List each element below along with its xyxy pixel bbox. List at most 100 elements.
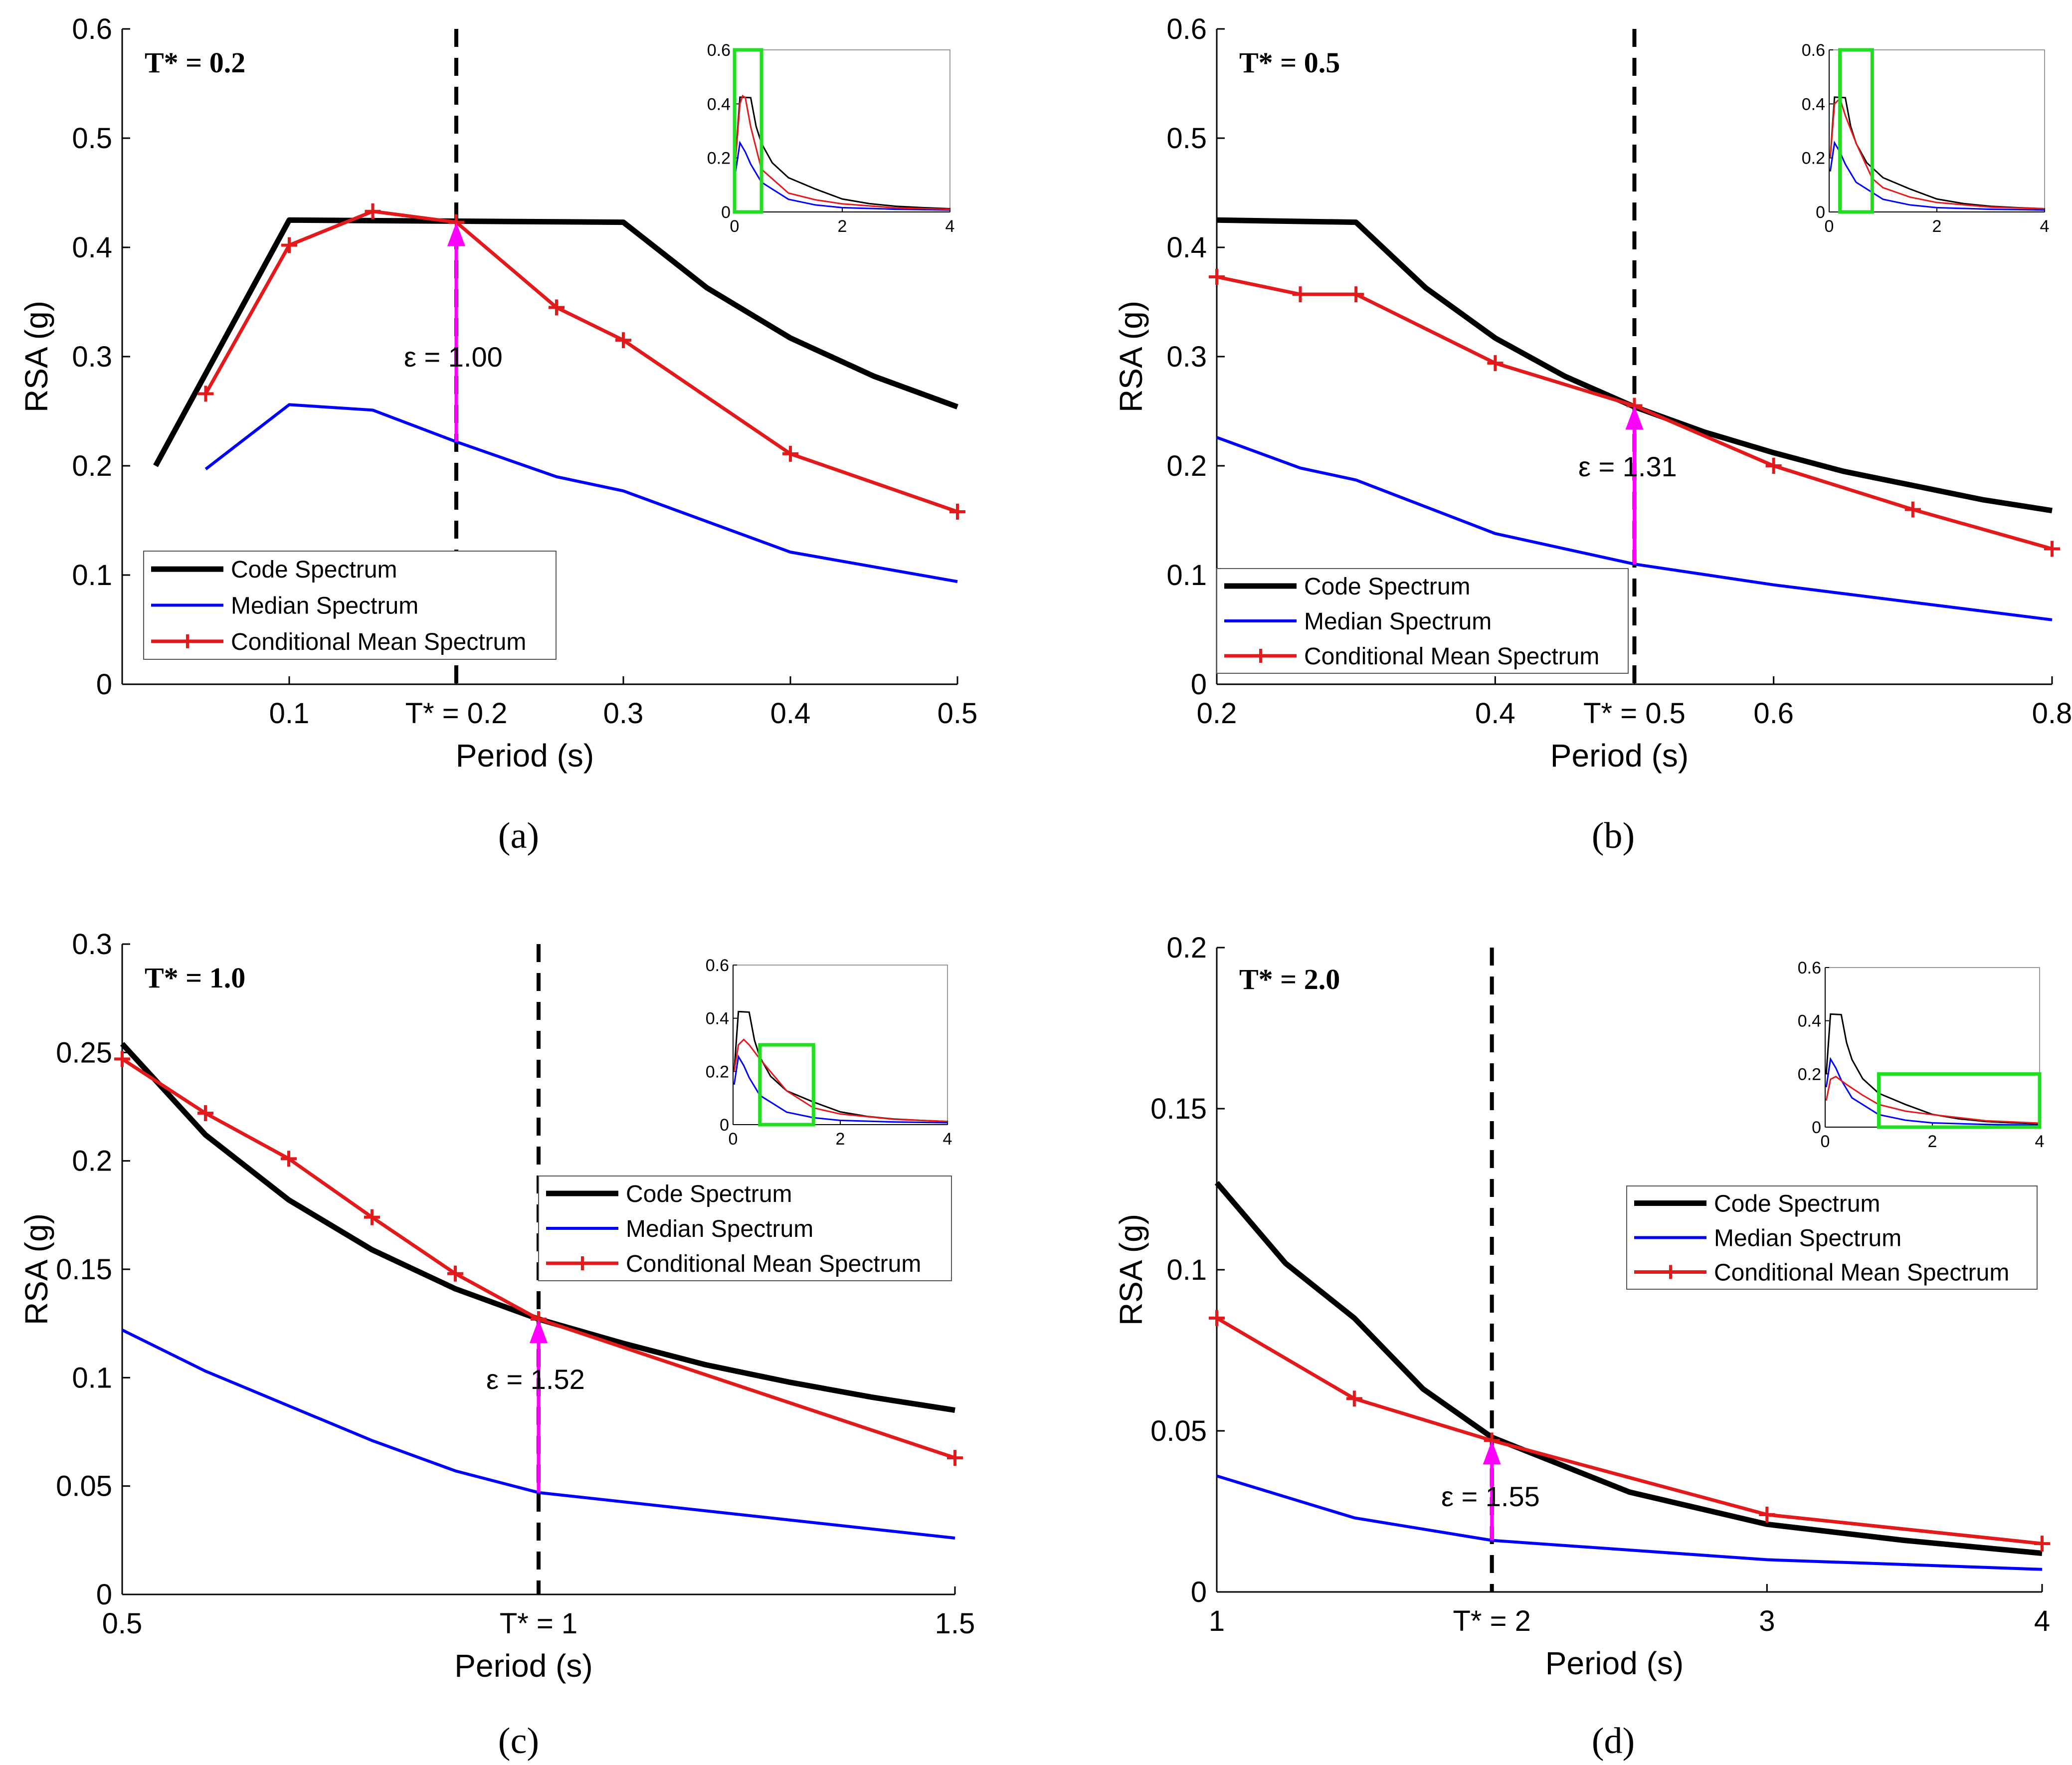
series-line-median [121,1329,955,1540]
cms-marker [947,1450,963,1466]
inset-line-median [735,140,950,211]
series-line-median [204,403,958,584]
x-tick-label: 1 [1209,1605,1225,1637]
cms-marker [2034,1536,2050,1552]
inset-x-tick-label: 0 [1825,217,1834,236]
epsilon-label-b: ε = 1.31 [1578,451,1677,482]
cms-marker [114,1051,130,1067]
panel-b: 0 0.1 0.2 0.3 0.4 0.5 0.6 0.2 0.4 T* = 0.5 0.6 0.8 P… [1113,13,2072,856]
x-tick-label: 1.5 [935,1607,975,1640]
inset-frame [1825,967,2040,1128]
cms-marker [1487,355,1504,372]
inset-y-tick-label: 0.4 [706,1009,729,1028]
y-tick-label: 0.4 [72,231,112,264]
panel-a: 0 0.1 0.2 0.3 0.4 0.5 0.6 0.1 T* = 0.2 0.3 0.4 0.5 P… [18,13,977,856]
cms-marker [197,1105,213,1122]
legend-entry: Code Spectrum [1304,574,1471,600]
x-tick-label: 0.6 [1753,697,1794,730]
y-tick-label: 0.3 [72,341,112,373]
y-tick-label: 0.25 [56,1036,112,1069]
plot-area-c: 0 0.05 0.1 0.15 0.2 0.25 0.3 0.5 T* = 1 1.5 Period… [18,928,975,1684]
inset-plot: 0 0.2 0.4 0.6 0 2 4 [1802,41,2050,236]
inset-x-tick-label: 4 [943,1130,952,1149]
inset-y-tick-label: 0.6 [706,956,729,975]
y-tick-label: 0.15 [56,1253,112,1286]
x-axis-label: Period (s) [1550,738,1689,774]
cms-marker [1759,1506,1775,1523]
x-tick-label: 0.8 [2032,697,2072,730]
legend-entry: Median Spectrum [626,1216,813,1242]
y-tick-label: 0.1 [72,559,112,591]
y-tick-label: 0.05 [1150,1415,1207,1447]
inset-line-code [1829,96,2045,209]
panel-d: 0 0.05 0.1 0.15 0.2 1 T* = 2 3 4 Period (s) RSA (g… [1113,932,2050,1762]
x-tick-label: T* = 0.2 [405,697,508,730]
inset-x-tick-label: 0 [729,1130,738,1149]
epsilon-label-d: ε = 1.55 [1441,1481,1540,1512]
panel-label-c: (c) [498,1721,539,1762]
epsilon-arrow-head [1483,1440,1501,1465]
inset-plot: 0 0.2 0.4 0.6 0 2 4 [1798,959,2045,1151]
cms-marker [1292,286,1309,303]
inset-x-tick-label: 0 [1821,1132,1830,1151]
inset-x-tick-label: 4 [2040,217,2050,236]
y-tick-label: 0.1 [1166,559,1207,591]
inset-x-tick-label: 0 [730,217,740,236]
y-tick-label: 0 [96,1578,112,1611]
inset-highlight-box [733,48,763,214]
y-tick-label: 0.3 [72,928,112,961]
y-axis-label: RSA (g) [18,1213,54,1325]
cms-marker [615,332,631,349]
inset-y-tick-label: 0 [1812,1118,1821,1137]
y-tick-label: 0.5 [1166,122,1207,155]
y-tick-label: 0 [1191,1576,1207,1608]
plot-area-b: 0 0.1 0.2 0.3 0.4 0.5 0.6 0.2 0.4 T* = 0.5 0.6 0.8 P… [1113,13,2072,774]
y-tick-label: 0.1 [72,1362,112,1394]
inset-highlight-box [1838,48,1874,214]
legend-entry: Code Spectrum [626,1181,792,1207]
x-tick-label: 0.1 [269,697,310,730]
x-tick-label: 4 [2034,1605,2050,1637]
tstar-label-b: T* = 0.5 [1239,46,1340,79]
inset-plot: 0 0.2 0.4 0.6 0 2 4 [707,41,955,236]
tstar-label-a: T* = 0.2 [145,46,245,79]
cms-marker [1904,501,1921,518]
cms-marker [549,299,565,316]
tstar-label-c: T* = 1.0 [145,962,245,994]
y-tick-label: 0.05 [56,1470,112,1503]
y-tick-label: 0.4 [1166,231,1207,264]
epsilon-arrow-head [1625,405,1644,430]
inset-plot: 0 0.2 0.4 0.6 0 2 4 [706,956,952,1149]
y-tick-label: 0.2 [1166,932,1207,964]
inset-frame [1829,49,2045,212]
inset-y-tick-label: 0.2 [707,149,731,168]
inset-x-tick-label: 2 [836,1130,845,1149]
legend-entry: Median Spectrum [1714,1225,1901,1252]
inset-y-tick-label: 0.4 [1798,1012,1821,1031]
series-line-cms [1216,275,2053,551]
inset-y-tick-label: 0.2 [1798,1065,1821,1084]
series-line-cms [1216,1316,2043,1546]
inset-x-tick-label: 4 [945,217,955,236]
x-tick-label: 0.5 [938,697,978,730]
y-axis-label: RSA (g) [1113,1214,1149,1326]
y-tick-label: 0.2 [72,450,112,482]
cms-marker [364,1209,380,1225]
panel-label-d: (d) [1592,1721,1635,1762]
plot-area-a: 0 0.1 0.2 0.3 0.4 0.5 0.6 0.1 T* = 0.2 0.3 0.4 0.5 P… [18,13,977,774]
y-tick-label: 0.15 [1150,1093,1207,1125]
inset-highlight-box [758,1043,815,1127]
inset-line-median [733,1054,948,1124]
cms-marker [1346,1390,1362,1407]
inset-y-tick-label: 0.2 [1802,149,1825,168]
y-tick-label: 0.2 [72,1145,112,1177]
plot-area-d: 0 0.05 0.1 0.15 0.2 1 T* = 2 3 4 Period (s) RSA (g… [1113,932,2050,1681]
legend-entry: Code Spectrum [231,557,397,583]
legend-entry: Code Spectrum [1714,1191,1881,1217]
y-tick-label: 0 [1191,668,1207,701]
x-tick-label: T* = 0.5 [1583,697,1686,730]
inset-x-tick-label: 4 [2035,1132,2045,1151]
inset-y-tick-label: 0 [720,1116,729,1135]
inset-x-tick-label: 2 [1928,1132,1937,1151]
inset-y-tick-label: 0.4 [1802,95,1825,114]
